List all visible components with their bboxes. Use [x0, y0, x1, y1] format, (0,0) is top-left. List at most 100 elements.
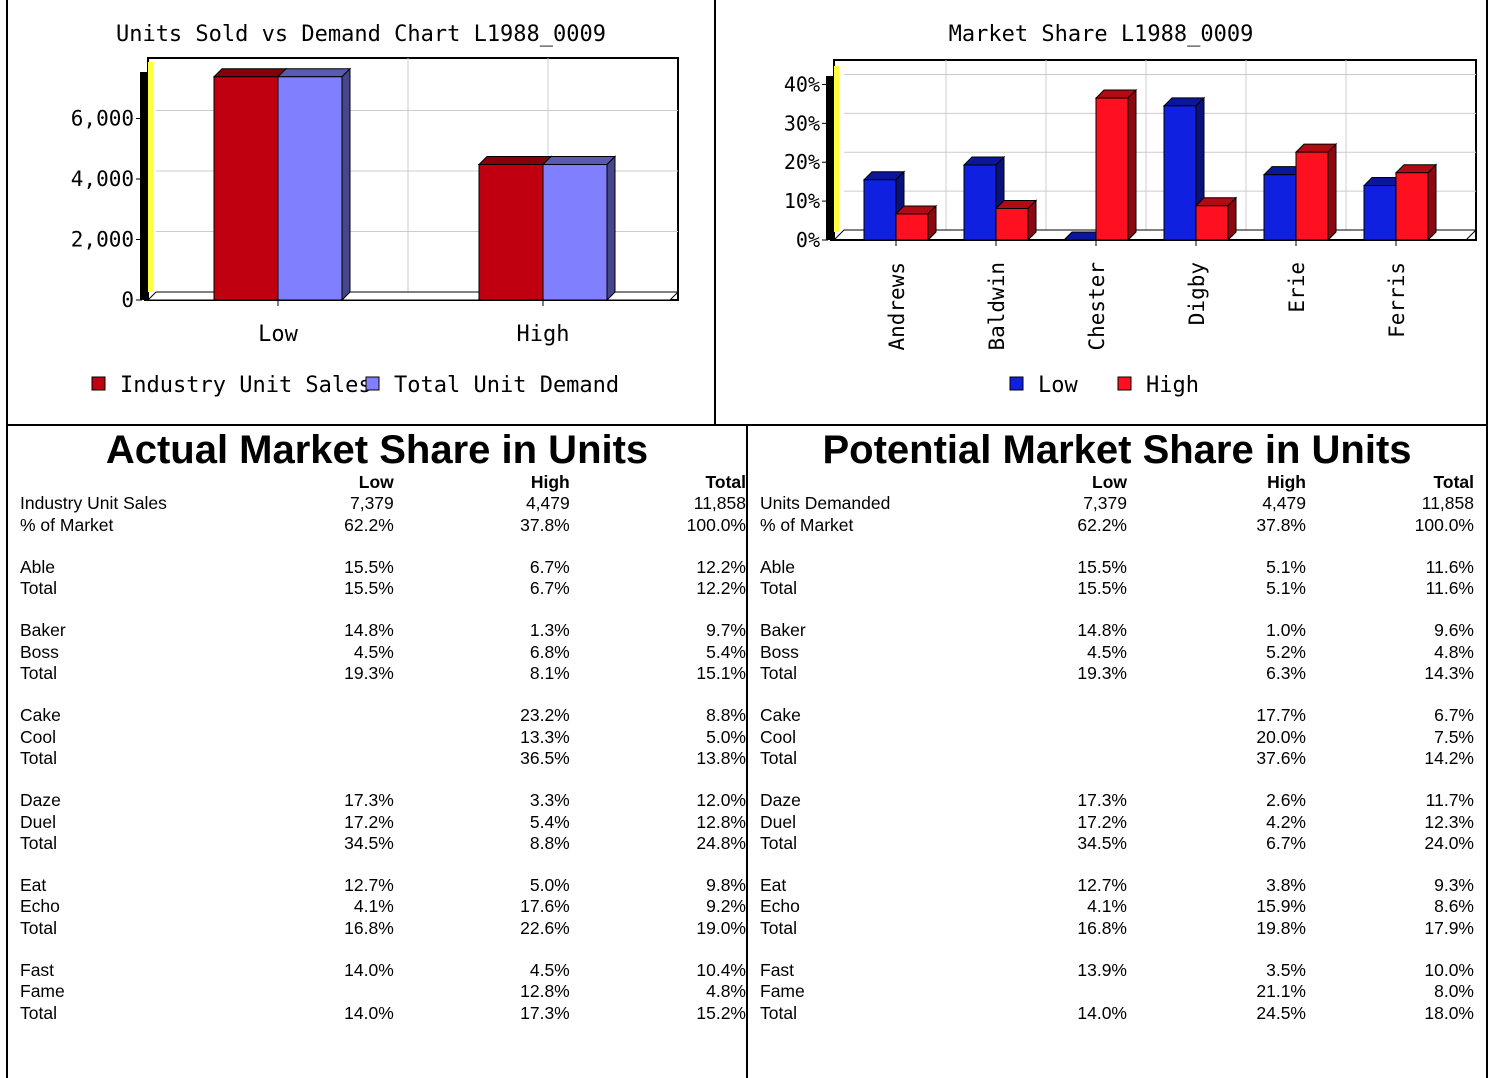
actual-spacer-row [20, 536, 746, 557]
potential-cell-total: 12.3% [1424, 811, 1474, 832]
actual-cell-low: 14.0% [344, 960, 394, 981]
actual-cell-total: 4.8% [706, 981, 746, 1002]
potential-cell-total: 18.0% [1424, 1002, 1474, 1023]
chart2-legend-swatch [1117, 376, 1132, 391]
potential-cell-high: 2.6% [1266, 790, 1306, 811]
table-row: Total 15.5% 5.1% 11.6% [760, 578, 1474, 599]
actual-cell-total: 12.8% [696, 811, 746, 832]
potential-cell-total: 14.2% [1424, 747, 1474, 768]
actual-cell-label: Total [20, 1002, 57, 1023]
table-row: Boss 4.5% 6.8% 5.4% [20, 642, 746, 663]
potential-cell-low: 17.2% [1077, 811, 1127, 832]
actual-spacer-cell [20, 684, 746, 705]
actual-cell-total: 15.1% [696, 663, 746, 684]
actual-header-high: High [530, 472, 570, 492]
table-row: Daze 17.3% 2.6% 11.7% [760, 790, 1474, 811]
actual-cell-high: 4.5% [529, 960, 570, 981]
actual-cell-high: 8.8% [529, 832, 570, 853]
potential-cell-low: 12.7% [1077, 875, 1127, 896]
chart2-x-tick-label: Baldwin [985, 262, 1009, 351]
chart2-bar-high-andrews [894, 204, 938, 242]
table-row: Total 16.8% 19.8% 17.9% [760, 918, 1474, 939]
actual-cell-high: 22.6% [520, 917, 570, 938]
actual-cell-high: 17.3% [520, 1002, 570, 1023]
potential-cell-high: 17.7% [1256, 705, 1306, 726]
table-row: Total 19.3% 8.1% 15.1% [20, 663, 746, 684]
potential-cell-low: 13.9% [1077, 960, 1127, 981]
units-vs-demand-chart-panel: Units Sold vs Demand Chart L1988_0009 0 2… [6, 0, 716, 425]
chart2-legend-label: High [1146, 373, 1199, 398]
actual-spacer-cell [20, 769, 746, 790]
potential-spacer-cell [760, 769, 1474, 790]
actual-cell-label: Fast [20, 960, 55, 981]
potential-cell-high: 15.9% [1256, 896, 1306, 917]
actual-cell-label: Daze [20, 790, 61, 811]
potential-cell-high: 6.3% [1266, 663, 1306, 684]
potential-cell-high: 3.8% [1266, 875, 1306, 896]
table-row: Total 34.5% 6.7% 24.0% [760, 833, 1474, 854]
potential-cell-label: Cake [760, 705, 801, 726]
table-row: Fast 14.0% 4.5% 10.4% [20, 960, 746, 981]
actual-cell-high: 4,479 [525, 493, 570, 514]
table-row: Industry Unit Sales 7,379 4,479 11,858 [20, 493, 746, 514]
potential-spacer-row [760, 854, 1474, 875]
potential-cell-high: 19.8% [1256, 917, 1306, 938]
potential-spacer-cell [760, 684, 1474, 705]
potential-cell-low: 4.5% [1087, 641, 1127, 662]
chart1-svg: 0 2,000 4,000 6,000 Low High Industry Unit Sal… [71, 57, 680, 398]
potential-spacer-row [760, 939, 1474, 960]
actual-cell-low: 14.8% [344, 620, 394, 641]
potential-cell-high: 5.2% [1266, 641, 1306, 662]
potential-market-share-panel: Potential Market Share in Units Low High… [748, 424, 1488, 1078]
actual-header-blank [20, 472, 254, 493]
potential-cell-high: 5.1% [1266, 578, 1306, 599]
table-row: Daze 17.3% 3.3% 12.0% [20, 790, 746, 811]
chart1-y-tick-label: 4,000 [71, 167, 134, 191]
potential-cell-total: 14.3% [1424, 663, 1474, 684]
potential-cell-high: 24.5% [1256, 1002, 1306, 1023]
actual-header-total: Total [705, 472, 746, 492]
table-row: Total 15.5% 6.7% 12.2% [20, 578, 746, 599]
actual-cell-high: 13.3% [520, 726, 570, 747]
actual-header-low: Low [358, 472, 394, 492]
potential-cell-total: 17.9% [1424, 917, 1474, 938]
potential-cell-total: 10.0% [1424, 960, 1474, 981]
actual-spacer-cell [20, 536, 746, 557]
actual-spacer-cell [20, 939, 746, 960]
potential-spacer-cell [760, 599, 1474, 620]
actual-cell-total: 9.7% [706, 620, 746, 641]
actual-cell-total: 15.2% [696, 1002, 746, 1023]
chart2-x-tick-label: Erie [1285, 262, 1309, 313]
actual-cell-high: 8.1% [529, 663, 570, 684]
actual-spacer-row [20, 599, 746, 620]
potential-cell-label: Fast [760, 960, 795, 981]
chart1-legend-swatch [365, 376, 380, 391]
table-row: Fast 13.9% 3.5% 10.0% [760, 960, 1474, 981]
actual-cell-high: 36.5% [520, 747, 570, 768]
actual-cell-label: Duel [20, 811, 56, 832]
table-row: Total 14.0% 17.3% 15.2% [20, 1003, 746, 1024]
actual-cell-low: 15.5% [344, 556, 394, 577]
actual-cell-total: 9.8% [706, 875, 746, 896]
potential-cell-total: 8.0% [1434, 981, 1474, 1002]
chart2-title: Market Share L1988_0009 [948, 22, 1254, 47]
chart2-y-tick-label: 20% [784, 150, 820, 174]
potential-spacer-row [760, 769, 1474, 790]
table-row: Total 36.5% 13.8% [20, 748, 746, 769]
table-row: Baker 14.8% 1.0% 9.6% [760, 620, 1474, 641]
actual-cell-label: Boss [20, 641, 59, 662]
actual-cell-label: Eat [20, 875, 47, 896]
actual-cell-low: 17.2% [344, 811, 394, 832]
potential-cell-high: 20.0% [1256, 726, 1306, 747]
chart2-x-tick-label: Chester [1085, 262, 1109, 351]
actual-cell-low [254, 705, 394, 726]
potential-cell-total: 11.6% [1425, 556, 1474, 577]
table-row: Duel 17.2% 5.4% 12.8% [20, 812, 746, 833]
actual-cell-total: 13.8% [696, 747, 746, 768]
potential-table: Low High Total Units Demanded 7,379 4,479 1… [760, 472, 1474, 1024]
potential-cell-total: 9.3% [1434, 875, 1474, 896]
actual-cell-total: 100.0% [686, 514, 746, 535]
chart1-bar-total-unit-demand-low [276, 67, 352, 302]
table-row: Total 19.3% 6.3% 14.3% [760, 663, 1474, 684]
actual-spacer-row [20, 684, 746, 705]
